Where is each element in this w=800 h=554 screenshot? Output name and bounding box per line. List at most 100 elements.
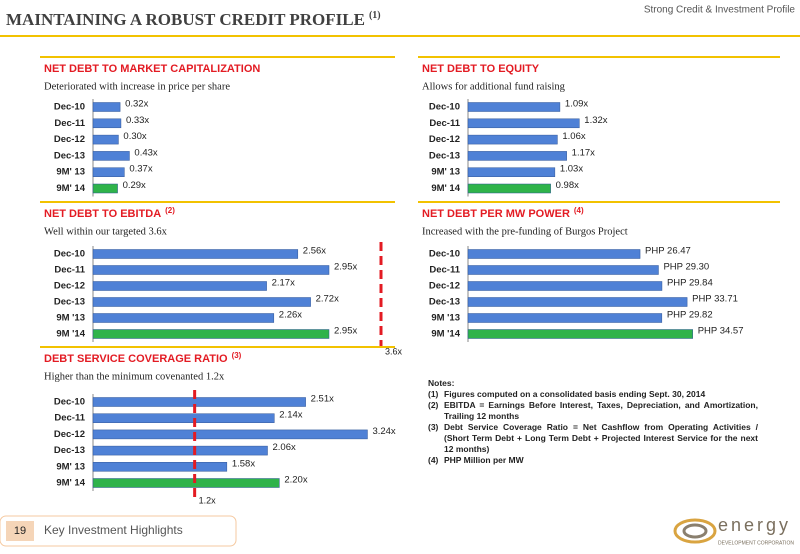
logo-ring [673, 518, 717, 544]
category-label: Dec-12 [54, 134, 85, 145]
value-label: 1.32x [584, 115, 607, 126]
category-label: 9M' 14 [431, 183, 460, 194]
value-label: 1.09x [565, 99, 588, 110]
value-label: PHP 29.84 [667, 278, 713, 289]
bar [467, 297, 688, 307]
chart-title: NET DEBT TO EBITDA (2) [44, 206, 175, 220]
note-text: PHP Million per MW [444, 455, 524, 465]
category-label: 9M '13 [56, 313, 85, 324]
category-label: Dec-12 [54, 429, 85, 440]
note-item: (2) EBITDA = Earnings Before Interest, Ta… [428, 400, 758, 422]
chart-subtitle: Increased with the pre-funding of Burgos… [422, 226, 628, 237]
value-label: 0.32x [125, 99, 148, 110]
notes: Notes: (1) Figures computed on a consolid… [428, 378, 758, 466]
value-label: 0.30x [123, 131, 146, 142]
title-text: MAINTAINING A ROBUST CREDIT PROFILE [6, 10, 365, 29]
value-label: 2.51x [311, 394, 334, 405]
category-label: 9M' 13 [56, 167, 85, 178]
bar [92, 249, 299, 259]
chart-subtitle: Higher than the minimum covenanted 1.2x [44, 371, 225, 382]
note-item: (1) Figures computed on a consolidated ba… [428, 389, 758, 400]
bar [467, 313, 663, 323]
chart-subtitle: Well within our targeted 3.6x [44, 226, 168, 237]
bar [92, 329, 330, 339]
bar [92, 265, 330, 275]
value-label: PHP 34.57 [698, 326, 744, 337]
bar [467, 281, 663, 291]
value-label: 0.29x [123, 180, 146, 191]
bar [92, 151, 130, 161]
logo-subtext: DEVELOPMENT CORPORATION [718, 540, 794, 546]
category-label: 9M' 14 [56, 183, 85, 194]
category-label: Dec-11 [54, 413, 85, 424]
bar [92, 429, 368, 440]
category-label: Dec-10 [429, 249, 460, 260]
category-label: Dec-10 [54, 249, 85, 260]
category-label: Dec-10 [54, 102, 85, 113]
category-label: 9M' 13 [56, 461, 85, 472]
note-item: (4) PHP Million per MW [428, 455, 758, 466]
chart-title-note: (4) [574, 206, 584, 215]
bar [92, 167, 125, 177]
chart-subtitle: Allows for additional fund raising [422, 81, 566, 92]
value-label: 0.33x [126, 115, 149, 126]
logo-text: energy [718, 515, 791, 535]
category-label: Dec-10 [429, 102, 460, 113]
slide-title: MAINTAINING A ROBUST CREDIT PROFILE (1) [6, 10, 381, 29]
bar [92, 118, 122, 129]
bar [467, 265, 659, 275]
bar [467, 329, 693, 339]
value-label: 3.24x [372, 426, 395, 437]
section-label: Strong Credit & Investment Profile [644, 5, 796, 16]
value-label: 1.06x [562, 131, 585, 142]
value-label: 2.14x [279, 410, 302, 421]
note-text: Figures computed on a consolidated basis… [444, 389, 706, 399]
chart-title: DEBT SERVICE COVERAGE RATIO (3) [44, 351, 242, 365]
value-label: 1.58x [232, 458, 255, 469]
category-label: Dec-10 [54, 397, 85, 408]
note-item: (3) Debt Service Coverage Ratio = Net Cas… [428, 422, 758, 455]
category-label: Dec-13 [429, 297, 460, 308]
footer-box [0, 515, 237, 547]
value-label: 0.43x [134, 147, 157, 158]
value-label: 0.98x [556, 180, 579, 191]
category-label: Dec-13 [429, 150, 460, 161]
note-marker: (1) [428, 389, 439, 399]
value-label: 2.56x [303, 246, 326, 257]
value-label: 1.17x [572, 147, 595, 158]
bar [467, 151, 567, 161]
bar [92, 413, 275, 423]
value-label: 2.95x [334, 262, 357, 273]
value-label: 0.37x [129, 164, 152, 175]
value-label: PHP 33.71 [692, 294, 738, 305]
chart-title-text: NET DEBT PER MW POWER [422, 208, 570, 220]
bar [92, 462, 228, 472]
chart-title-text: NET DEBT TO MARKET CAPITALIZATION [44, 63, 260, 75]
value-label: 2.26x [279, 310, 302, 321]
notes-title: Notes: [428, 378, 455, 388]
bar [92, 445, 268, 456]
category-label: 9M' 14 [56, 478, 85, 489]
category-label: Dec-13 [54, 297, 85, 308]
value-label: PHP 29.30 [663, 262, 709, 273]
target-label: 1.2x [199, 495, 217, 505]
category-label: Dec-12 [429, 281, 460, 292]
category-label: Dec-13 [54, 150, 85, 161]
bar [467, 183, 551, 194]
note-text: EBITDA = Earnings Before Interest, Taxes… [444, 400, 758, 421]
category-label: 9M '14 [431, 329, 460, 340]
chart-subtitle: Deteriorated with increase in price per … [44, 81, 230, 92]
category-label: 9M '14 [56, 329, 85, 340]
bar [467, 249, 641, 259]
chart-title-note: (2) [165, 206, 175, 215]
note-marker: (4) [428, 455, 439, 465]
bar [92, 281, 267, 291]
title-note: (1) [369, 10, 381, 21]
chart-title-note: (3) [232, 351, 242, 360]
page-number: 19 [14, 525, 26, 537]
bar [92, 102, 121, 112]
value-label: 2.72x [316, 294, 339, 305]
category-label: 9M' 13 [431, 167, 460, 178]
